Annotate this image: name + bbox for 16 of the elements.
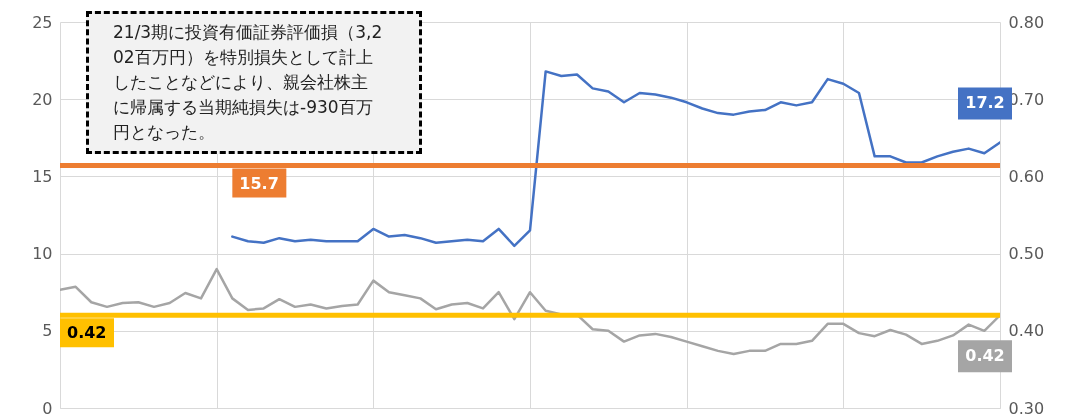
y-tick-label: 15 <box>32 166 53 186</box>
y-tick-label: 0 <box>42 398 53 417</box>
ref-line-label: 15.7 <box>239 173 279 193</box>
y2-tick-label: 0.60 <box>1008 166 1045 186</box>
ref-line-label: 0.42 <box>67 323 107 343</box>
y-tick-label: 10 <box>32 244 53 264</box>
callout-box: 21/3期に投資有価証券評価損（3,202百万円）を特別損失として計上したことなどにより、親会社株主に帰属する当期純損失は-930百万円となった。 <box>86 11 422 154</box>
data-label: 17.2 <box>965 93 1005 113</box>
y2-tick-label: 0.80 <box>1008 12 1045 32</box>
y-tick-label: 5 <box>42 321 53 341</box>
data-label: 0.42 <box>965 346 1005 366</box>
y-tick-label: 25 <box>32 12 53 32</box>
y-tick-label: 20 <box>32 89 53 109</box>
y2-tick-label: 0.30 <box>1008 398 1045 417</box>
y2-tick-label: 0.50 <box>1008 244 1045 264</box>
y2-tick-label: 0.40 <box>1008 321 1045 341</box>
